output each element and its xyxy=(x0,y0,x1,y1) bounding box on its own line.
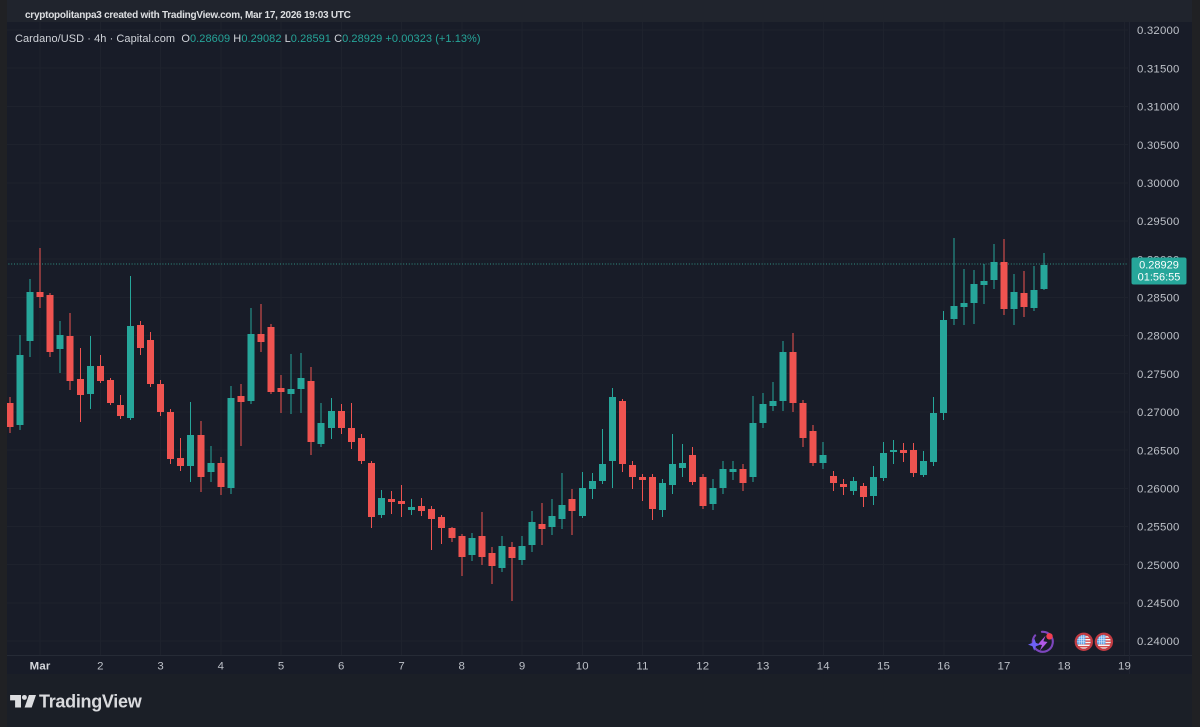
svg-text:11: 11 xyxy=(636,660,648,672)
svg-text:7: 7 xyxy=(398,660,405,672)
svg-text:18: 18 xyxy=(1058,660,1071,672)
svg-text:14: 14 xyxy=(817,660,830,672)
svg-text:0.25500: 0.25500 xyxy=(1137,522,1180,534)
svg-text:TradingView: TradingView xyxy=(39,692,143,712)
svg-text:9: 9 xyxy=(519,660,526,672)
svg-text:13: 13 xyxy=(756,660,769,672)
svg-text:12: 12 xyxy=(696,660,709,672)
svg-text:0.26500: 0.26500 xyxy=(1137,445,1180,457)
svg-text:16: 16 xyxy=(937,660,950,672)
svg-text:0.28929: 0.28929 xyxy=(1139,260,1179,272)
svg-text:0.29500: 0.29500 xyxy=(1137,216,1180,228)
svg-text:8: 8 xyxy=(459,660,466,672)
svg-text:0.30000: 0.30000 xyxy=(1137,178,1180,190)
svg-text:0.28500: 0.28500 xyxy=(1137,293,1180,305)
svg-text:0.27000: 0.27000 xyxy=(1137,407,1180,419)
svg-text:4: 4 xyxy=(218,660,225,672)
svg-text:5: 5 xyxy=(278,660,285,672)
svg-text:0.30500: 0.30500 xyxy=(1137,140,1180,152)
svg-text:3: 3 xyxy=(157,660,164,672)
svg-text:0.31000: 0.31000 xyxy=(1137,102,1180,114)
svg-text:19: 19 xyxy=(1118,660,1131,672)
svg-text:0.25000: 0.25000 xyxy=(1137,560,1180,572)
svg-text:01:56:55: 01:56:55 xyxy=(1138,272,1181,284)
svg-text:Mar: Mar xyxy=(30,660,51,672)
svg-text:0.27500: 0.27500 xyxy=(1137,369,1180,381)
svg-text:0.32000: 0.32000 xyxy=(1137,25,1180,37)
svg-text:17: 17 xyxy=(997,660,1010,672)
svg-text:15: 15 xyxy=(877,660,890,672)
svg-text:0.31500: 0.31500 xyxy=(1137,63,1180,75)
svg-text:0.26000: 0.26000 xyxy=(1137,484,1180,496)
svg-text:0.28000: 0.28000 xyxy=(1137,331,1180,343)
svg-text:0.24500: 0.24500 xyxy=(1137,598,1180,610)
svg-text:10: 10 xyxy=(576,660,589,672)
svg-text:2: 2 xyxy=(97,660,104,672)
svg-text:0.24000: 0.24000 xyxy=(1137,636,1180,648)
svg-text:6: 6 xyxy=(338,660,345,672)
